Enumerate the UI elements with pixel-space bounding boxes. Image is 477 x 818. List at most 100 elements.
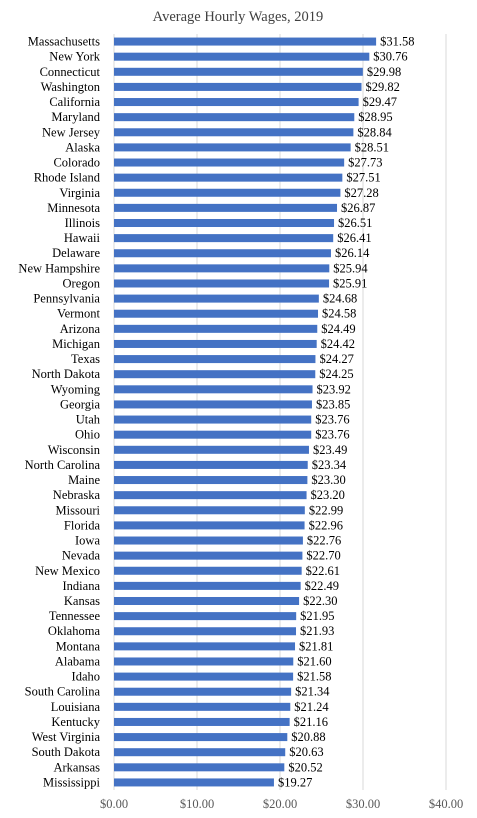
value-label: $25.91 bbox=[333, 276, 367, 290]
category-label: Georgia bbox=[60, 397, 100, 411]
category-label: Iowa bbox=[75, 534, 100, 548]
category-label: South Dakota bbox=[32, 745, 101, 759]
bar bbox=[114, 52, 370, 61]
bar bbox=[114, 763, 285, 772]
category-label: Arizona bbox=[60, 322, 101, 336]
value-label: $20.52 bbox=[288, 760, 322, 774]
x-tick-label: $40.00 bbox=[429, 797, 463, 811]
category-label: West Virginia bbox=[32, 730, 101, 744]
category-label: Wyoming bbox=[51, 382, 101, 396]
bar bbox=[114, 279, 330, 288]
category-label: Alabama bbox=[55, 654, 101, 668]
bar bbox=[114, 294, 319, 303]
value-label: $31.58 bbox=[380, 35, 414, 49]
value-label: $28.84 bbox=[357, 125, 392, 139]
bar bbox=[114, 672, 294, 681]
category-label: California bbox=[49, 95, 100, 109]
category-label: Louisiana bbox=[51, 700, 101, 714]
chart-title: Average Hourly Wages, 2019 bbox=[153, 9, 324, 25]
bar bbox=[114, 657, 294, 666]
category-label: Arkansas bbox=[53, 760, 100, 774]
value-label: $21.16 bbox=[294, 715, 328, 729]
category-label: Pennsylvania bbox=[33, 292, 100, 306]
value-label: $23.30 bbox=[311, 473, 345, 487]
category-label: Wisconsin bbox=[48, 443, 101, 457]
value-label: $21.81 bbox=[299, 639, 333, 653]
bar bbox=[114, 460, 308, 469]
value-label: $28.51 bbox=[355, 140, 389, 154]
bar bbox=[114, 188, 341, 197]
category-label: Utah bbox=[76, 413, 101, 427]
value-label: $27.73 bbox=[348, 156, 382, 170]
bar bbox=[114, 128, 354, 137]
bar bbox=[114, 717, 290, 726]
bar bbox=[114, 218, 335, 228]
bar bbox=[114, 339, 317, 348]
value-label: $28.95 bbox=[358, 110, 392, 124]
bar bbox=[114, 581, 301, 590]
value-label: $27.28 bbox=[344, 186, 378, 200]
bar bbox=[114, 627, 297, 636]
category-label: Montana bbox=[56, 639, 101, 653]
bar bbox=[114, 733, 288, 742]
x-axis-ticks: $0.00 $10.00 $20.00 $30.00 $40.00 bbox=[100, 797, 463, 811]
category-label: Rhode Island bbox=[34, 171, 101, 185]
value-label: $22.61 bbox=[306, 564, 340, 578]
value-label: $20.63 bbox=[289, 745, 323, 759]
value-label: $20.88 bbox=[291, 730, 325, 744]
bar bbox=[114, 143, 351, 152]
bar bbox=[114, 687, 292, 696]
bar bbox=[114, 612, 297, 621]
bar bbox=[114, 596, 300, 606]
bar bbox=[114, 491, 307, 500]
category-label: Kentucky bbox=[51, 715, 100, 729]
bars bbox=[114, 37, 377, 787]
value-label: $23.76 bbox=[315, 428, 349, 442]
value-label: $26.87 bbox=[341, 201, 375, 215]
category-label: Delaware bbox=[52, 246, 100, 260]
value-label: $24.27 bbox=[319, 352, 353, 366]
value-label: $23.20 bbox=[311, 488, 345, 502]
category-label: Florida bbox=[64, 518, 101, 532]
bar bbox=[114, 324, 318, 333]
bar bbox=[114, 67, 363, 76]
value-label: $22.76 bbox=[307, 534, 341, 548]
value-label: $21.34 bbox=[295, 685, 330, 699]
category-label: Connecticut bbox=[40, 65, 101, 79]
bar bbox=[114, 445, 309, 454]
category-label: North Carolina bbox=[25, 458, 101, 472]
value-label: $23.49 bbox=[313, 443, 347, 457]
category-label: Oregon bbox=[63, 276, 101, 290]
category-label: Texas bbox=[71, 352, 100, 366]
bar bbox=[114, 778, 274, 787]
value-label: $21.58 bbox=[297, 670, 331, 684]
category-label: Missouri bbox=[56, 503, 101, 517]
category-label: Michigan bbox=[52, 337, 101, 351]
x-tick-label: $10.00 bbox=[180, 797, 214, 811]
category-label: Maryland bbox=[51, 110, 100, 124]
value-label: $23.92 bbox=[317, 382, 351, 396]
bar bbox=[114, 476, 308, 485]
value-label: $19.27 bbox=[278, 775, 312, 789]
bar bbox=[114, 566, 302, 575]
value-label: $26.14 bbox=[335, 246, 370, 260]
value-label: $26.41 bbox=[337, 231, 371, 245]
value-label: $26.51 bbox=[338, 216, 372, 230]
bar bbox=[114, 173, 343, 182]
value-label: $24.58 bbox=[322, 307, 356, 321]
value-label: $22.70 bbox=[306, 549, 340, 563]
bar bbox=[114, 158, 345, 167]
value-label: $22.96 bbox=[309, 518, 343, 532]
category-label: Tennessee bbox=[49, 609, 101, 623]
bar bbox=[114, 642, 296, 651]
category-label: Minnesota bbox=[47, 201, 100, 215]
value-label: $21.60 bbox=[297, 654, 331, 668]
bar bbox=[114, 702, 291, 711]
value-label: $29.82 bbox=[366, 80, 400, 94]
bar bbox=[114, 355, 316, 364]
bar bbox=[114, 309, 319, 318]
bar bbox=[114, 370, 316, 379]
value-label: $29.47 bbox=[363, 95, 397, 109]
